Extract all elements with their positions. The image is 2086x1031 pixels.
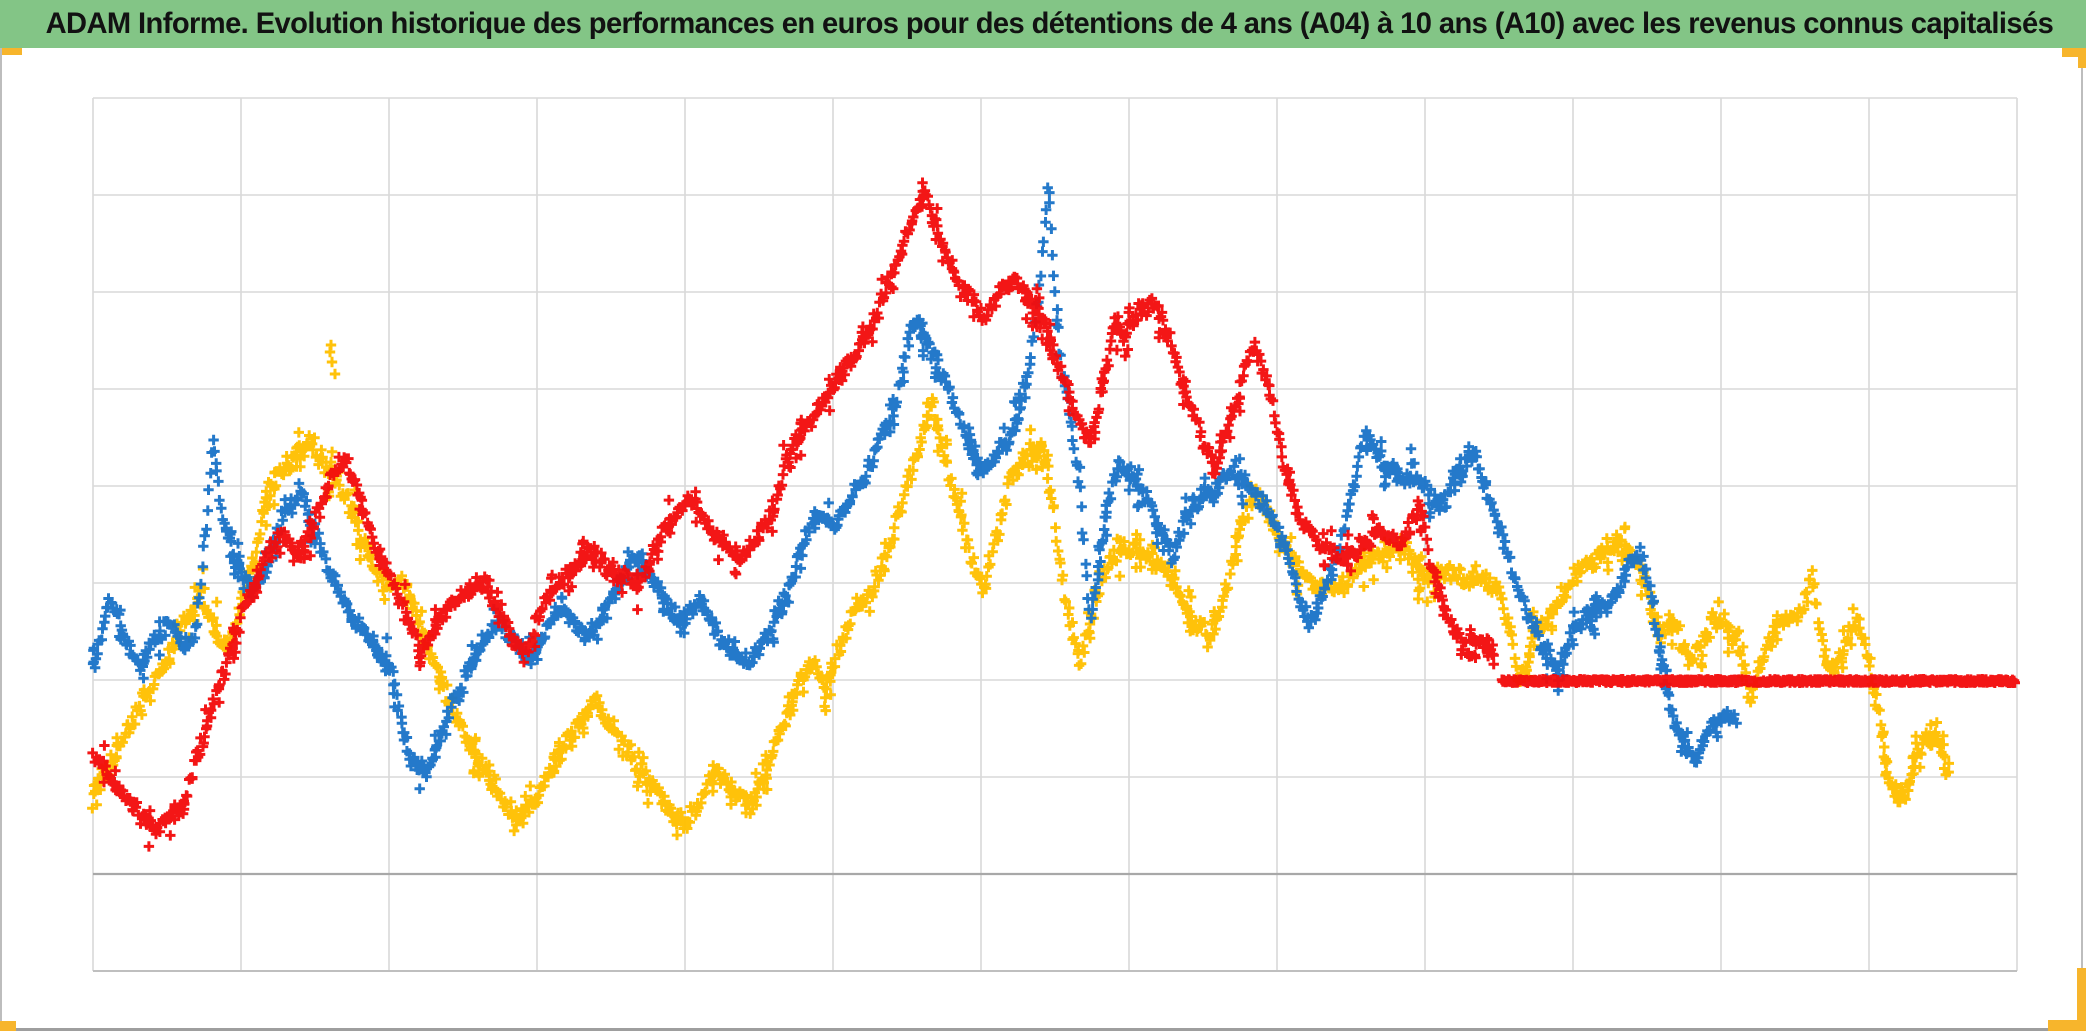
corner-accent-bottom-right-v: [2077, 968, 2086, 1031]
series-yellow-markers: [87, 339, 1954, 841]
page-title: ADAM Informe. Evolution historique des p…: [45, 7, 2054, 40]
series-red-markers: [87, 177, 2020, 852]
corner-accent-top-left: [2, 48, 22, 55]
corner-accent-bottom-right-h: [2048, 1020, 2086, 1031]
corner-accent-bottom-left: [0, 1021, 16, 1031]
title-banner: ADAM Informe. Evolution historique des p…: [0, 0, 2086, 48]
corner-accent-top-right-h: [2062, 48, 2086, 57]
page-left-border: [0, 48, 2, 1031]
corner-accent-top-right-v: [2078, 48, 2086, 68]
page-right-border: [2081, 57, 2083, 1031]
page-bottom-border: [0, 1028, 2086, 1031]
gridlines: [92, 97, 2018, 972]
